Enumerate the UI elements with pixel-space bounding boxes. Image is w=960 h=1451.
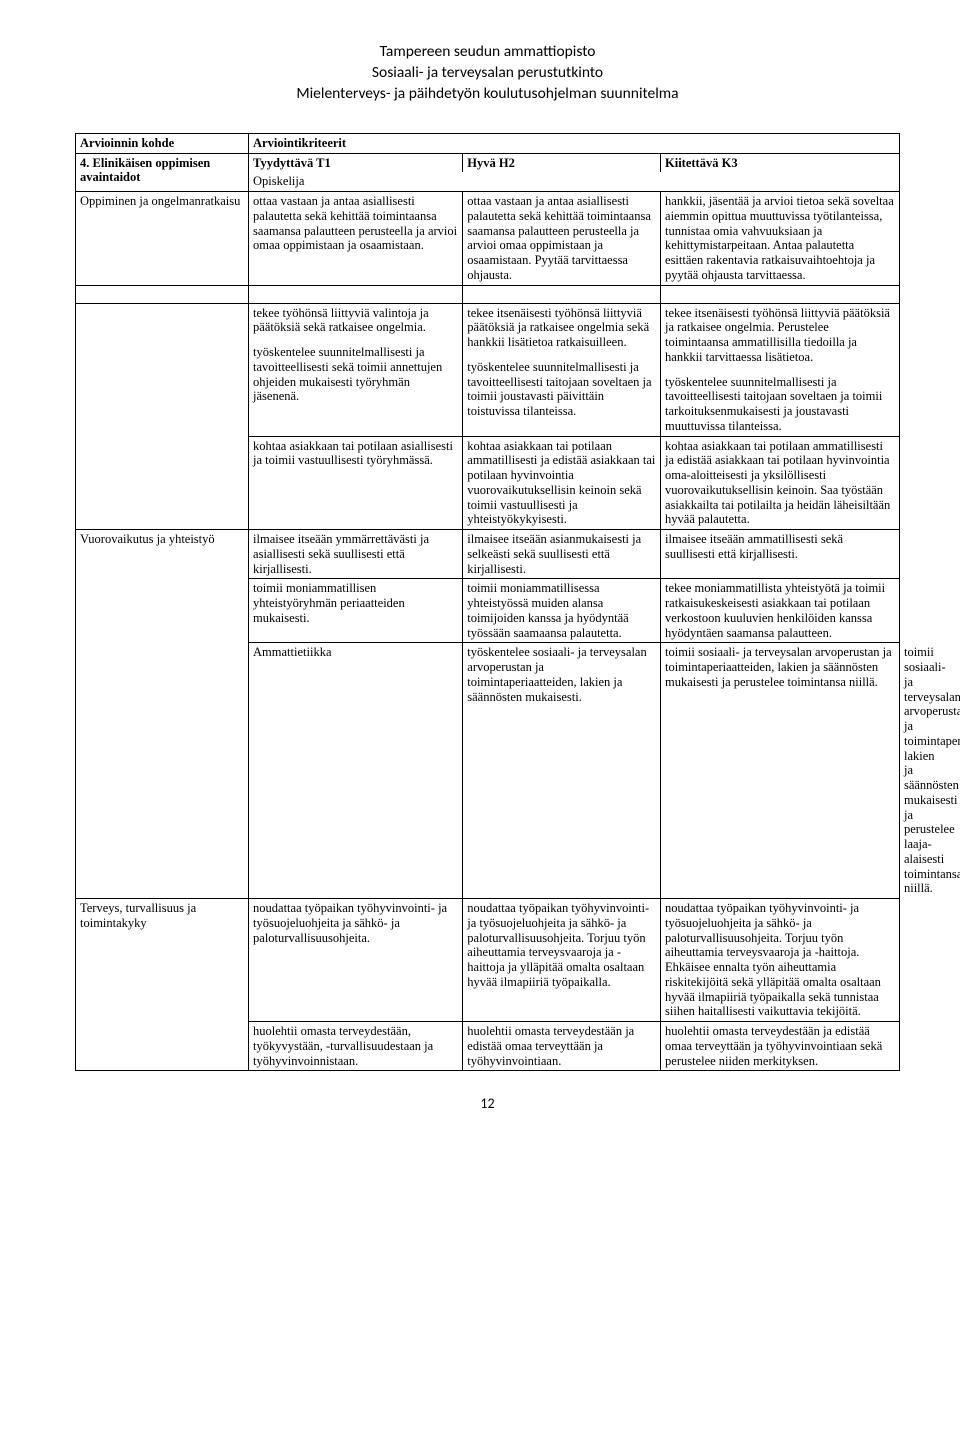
para: työskentelee suunnitelmallisesti ja tavo… <box>253 345 458 404</box>
opiskelija-label: Opiskelija <box>249 172 900 191</box>
level-k3: Kiitettävä K3 <box>661 153 900 172</box>
cell-k3: ilmaisee itseään ammatillisesti sekä suu… <box>661 530 900 579</box>
cell-k3: tekee itsenäisesti työhönsä liittyviä pä… <box>661 303 900 436</box>
table-row: Oppiminen ja ongelmanratkaisu ottaa vast… <box>76 192 900 286</box>
cell-k3: hankkii, jäsentää ja arvioi tietoa sekä … <box>661 192 900 286</box>
cell-t1: toimii moniammatillisen yhteistyöryhmän … <box>249 579 463 643</box>
table-row: Vuorovaikutus ja yhteistyö ilmaisee itse… <box>76 530 900 579</box>
empty-cell <box>661 285 900 303</box>
cell-h2: kohtaa asiakkaan tai potilaan ammatillis… <box>463 436 661 530</box>
table-row: tekee työhönsä liittyviä valintoja ja pä… <box>76 303 900 436</box>
para: työskentelee suunnitelmallisesti ja tavo… <box>665 375 895 434</box>
criteria-table: Arvioinnin kohde Arviointikriteerit 4. E… <box>75 133 900 530</box>
row-subject <box>76 303 249 530</box>
table-row: Terveys, turvallisuus ja toimintakyky no… <box>76 899 900 1022</box>
table-header-row: Arvioinnin kohde Arviointikriteerit <box>76 133 900 153</box>
cell-k3: kohtaa asiakkaan tai potilaan ammatillis… <box>661 436 900 530</box>
row-subject: Vuorovaikutus ja yhteistyö <box>76 530 249 899</box>
cell-h2: tekee itsenäisesti työhönsä liittyviä pä… <box>463 303 661 436</box>
cell-h2: noudattaa työpaikan työhyvinvointi- ja t… <box>463 899 661 1022</box>
cell-h2: toimii moniammatillisessa yhteistyössä m… <box>463 579 661 643</box>
col-header-criteria: Arviointikriteerit <box>249 133 900 153</box>
cell-h2: ottaa vastaan ja antaa asiallisesti pala… <box>463 192 661 286</box>
level-t1: Tyydyttävä T1 <box>249 153 463 172</box>
cell-h2: toimii sosiaali- ja terveysalan arvoperu… <box>661 643 900 899</box>
cell-t1: noudattaa työpaikan työhyvinvointi- ja t… <box>249 899 463 1022</box>
cell-t1: ottaa vastaan ja antaa asiallisesti pala… <box>249 192 463 286</box>
row-subject: Oppiminen ja ongelmanratkaisu <box>76 192 249 286</box>
cell-k3: tekee moniammatillista yhteistyötä ja to… <box>661 579 900 643</box>
row-subject: Terveys, turvallisuus ja toimintakyky <box>76 899 249 1071</box>
level-h2: Hyvä H2 <box>463 153 661 172</box>
para: työskentelee suunnitelmallisesti ja tavo… <box>467 360 656 419</box>
header-line-2: Sosiaali- ja terveysalan perustutkinto <box>75 63 900 84</box>
cell-t1: huolehtii omasta terveydestään, työkyvys… <box>249 1022 463 1071</box>
cell-t1: kohtaa asiakkaan tai potilaan asiallises… <box>249 436 463 530</box>
header-line-1: Tampereen seudun ammattiopisto <box>75 42 900 63</box>
criteria-table-cont: Vuorovaikutus ja yhteistyö ilmaisee itse… <box>75 529 900 1071</box>
cell-t1: ilmaisee itseään ymmärrettävästi ja asia… <box>249 530 463 579</box>
cell-k3: noudattaa työpaikan työhyvinvointi- ja t… <box>661 899 900 1022</box>
para: tekee työhönsä liittyviä valintoja ja pä… <box>253 306 458 336</box>
cell-t1: tekee työhönsä liittyviä valintoja ja pä… <box>249 303 463 436</box>
cell-h2: huolehtii omasta terveydestään ja edistä… <box>463 1022 661 1071</box>
col-header-subject: Arvioinnin kohde <box>76 133 249 153</box>
spacer-row <box>76 285 900 303</box>
empty-cell <box>249 285 463 303</box>
header-line-3: Mielenterveys- ja päihdetyön koulutusohj… <box>75 84 900 105</box>
para: tekee itsenäisesti työhönsä liittyviä pä… <box>467 306 656 350</box>
levels-row: 4. Elinikäisen oppimisen avaintaidot Tyy… <box>76 153 900 172</box>
empty-cell <box>463 285 661 303</box>
empty-cell <box>76 285 249 303</box>
para: tekee itsenäisesti työhönsä liittyviä pä… <box>665 306 895 365</box>
page-number: 12 <box>75 1095 900 1112</box>
cell-k3: huolehtii omasta terveydestään ja edistä… <box>661 1022 900 1071</box>
cell-t1: työskentelee sosiaali- ja terveysalan ar… <box>463 643 661 899</box>
section-title: 4. Elinikäisen oppimisen avaintaidot <box>76 153 249 192</box>
cell-h2: ilmaisee itseään asianmukaisesti ja selk… <box>463 530 661 579</box>
row-subject: Ammattietiikka <box>249 643 463 899</box>
document-header: Tampereen seudun ammattiopisto Sosiaali-… <box>75 42 900 105</box>
